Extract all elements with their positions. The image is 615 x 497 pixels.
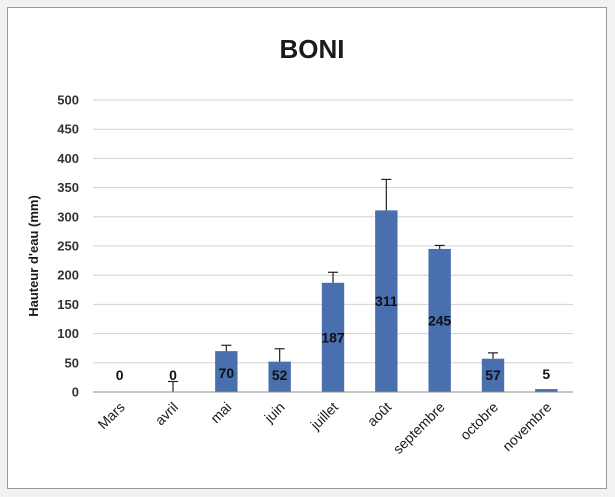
y-tick-label: 400 — [57, 151, 79, 166]
bar — [535, 389, 558, 392]
y-axis-ticks: 0 50 100 150 200 250 300 350 400 450 500 — [57, 93, 79, 400]
data-label: 0 — [169, 367, 177, 383]
x-tick-label: avril — [152, 399, 181, 428]
y-tick-label: 500 — [57, 93, 79, 108]
data-label: 5 — [542, 366, 550, 382]
data-label: 52 — [272, 367, 288, 383]
x-tick-label: juin — [260, 399, 287, 426]
y-tick-label: 0 — [72, 385, 79, 400]
y-tick-label: 200 — [57, 268, 79, 283]
y-tick-label: 50 — [65, 355, 79, 370]
y-tick-label: 150 — [57, 297, 79, 312]
y-tick-label: 300 — [57, 209, 79, 224]
chart-title: BONI — [280, 34, 345, 64]
bar — [481, 358, 505, 392]
y-tick-label: 100 — [57, 326, 79, 341]
x-tick-label: septembre — [390, 399, 448, 457]
x-tick-label: Mars — [94, 399, 127, 432]
data-label: 245 — [428, 312, 452, 328]
y-tick-label: 250 — [57, 239, 79, 254]
x-tick-label: novembre — [499, 399, 554, 454]
bar — [215, 351, 238, 392]
data-label: 0 — [116, 367, 124, 383]
data-label: 311 — [375, 293, 398, 309]
error-bars — [168, 178, 498, 392]
y-tick-label: 450 — [57, 122, 79, 137]
bar — [268, 361, 291, 392]
data-label: 57 — [485, 367, 501, 383]
y-tick-label: 350 — [57, 180, 79, 195]
x-tick-label: octobre — [457, 399, 501, 443]
x-tick-label: mai — [207, 399, 234, 426]
data-labels: 0 0 70 52 187 311 245 57 5 — [116, 293, 551, 383]
bar — [321, 282, 345, 392]
x-tick-label: juillet — [307, 399, 342, 434]
y-axis-label: Hauteur d'eau (mm) — [26, 195, 41, 317]
bar — [428, 248, 451, 392]
bar — [375, 210, 398, 392]
data-label: 187 — [321, 329, 345, 345]
chart-frame — [7, 7, 607, 489]
x-tick-label: août — [364, 399, 395, 430]
data-label: 70 — [219, 365, 235, 381]
bars — [215, 210, 558, 392]
